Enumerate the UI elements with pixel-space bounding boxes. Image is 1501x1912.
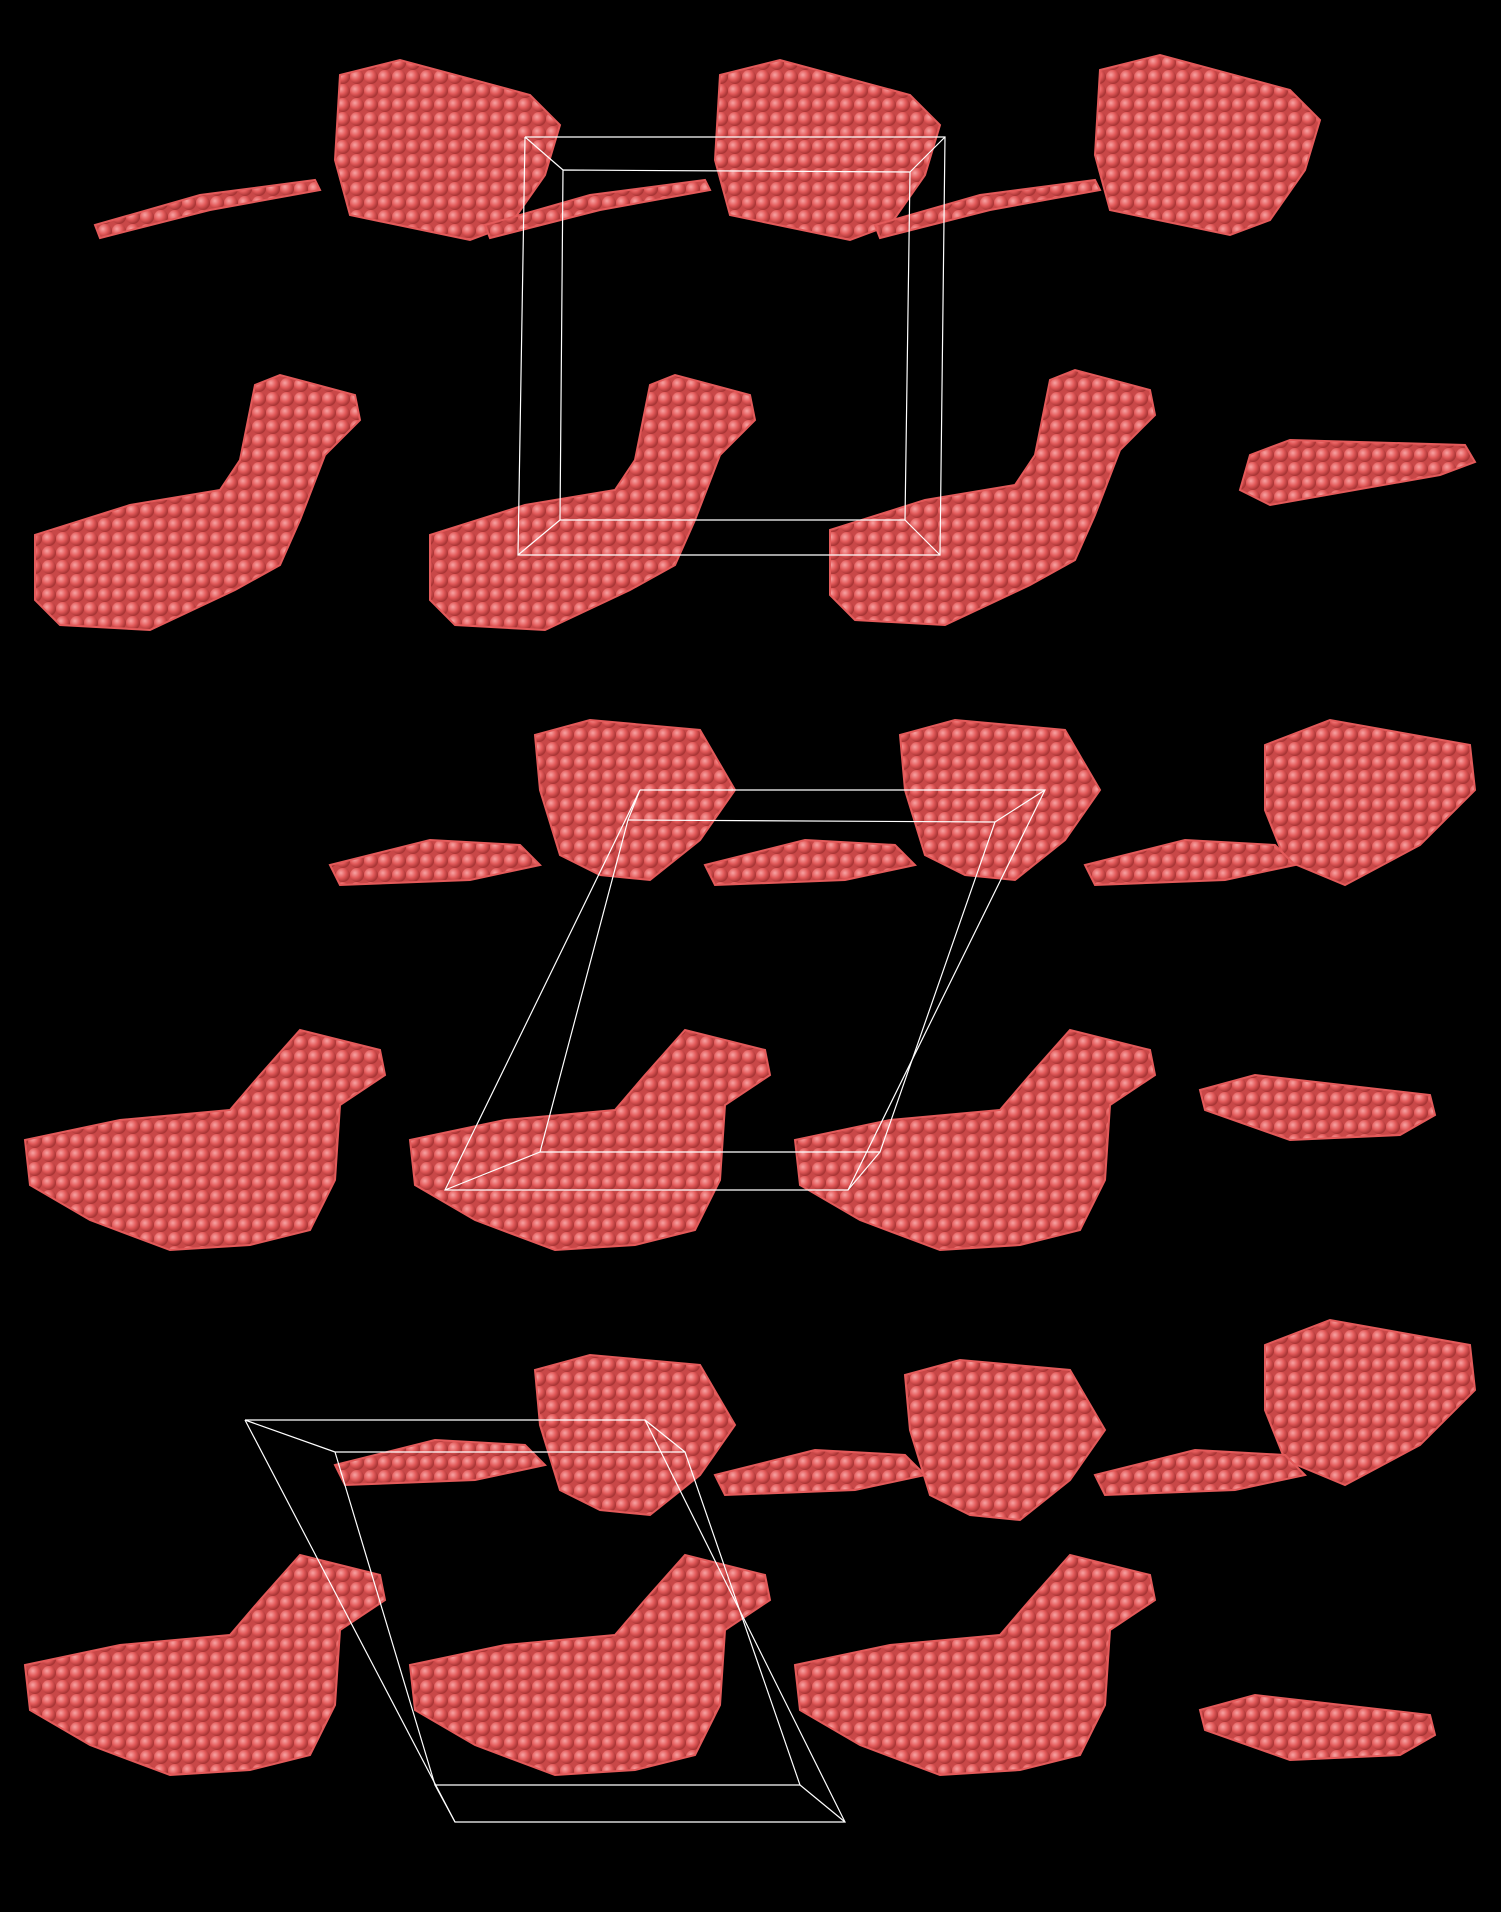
cluster-cube <box>1093 53 1322 237</box>
cluster-cube <box>898 718 1102 882</box>
cluster-boot <box>429 373 757 632</box>
unit-cell-edge <box>444 1151 541 1191</box>
cluster-rod <box>873 178 1102 240</box>
cluster-boot <box>408 1028 772 1252</box>
cluster-cube <box>533 1353 737 1517</box>
cluster-rod <box>713 1448 928 1497</box>
unit-cell-edge <box>847 1151 881 1191</box>
cluster-slab <box>1238 438 1477 507</box>
cluster-rod <box>328 838 543 887</box>
unit-cell-edge <box>524 136 564 171</box>
cluster-rod <box>93 178 322 240</box>
cluster-boot <box>793 1553 1157 1777</box>
cluster-rod <box>483 178 712 240</box>
cluster-cube <box>903 1358 1107 1522</box>
unit-cell-edge <box>994 789 1046 823</box>
unit-cell-edge <box>909 136 946 173</box>
cluster-stack <box>1264 718 1477 887</box>
cluster-cube <box>713 58 942 242</box>
cluster-slab <box>1198 1073 1437 1142</box>
atom-clusters <box>23 53 1477 1777</box>
unit-cell-edge <box>644 1419 686 1453</box>
cluster-cube <box>333 58 562 242</box>
cluster-boot <box>829 368 1157 627</box>
unit-cell-edge <box>627 789 641 821</box>
unit-cell-edge <box>517 519 561 556</box>
cluster-stack <box>1264 1318 1477 1487</box>
unit-cell-edge <box>799 1784 846 1823</box>
cluster-boot <box>23 1553 387 1777</box>
unit-cells <box>244 136 1046 1823</box>
cluster-rod <box>1093 1448 1308 1497</box>
unit-cell-edge <box>434 1784 456 1823</box>
unit-cell-edge <box>244 1419 336 1453</box>
cluster-boot <box>408 1553 772 1777</box>
cluster-rod <box>703 838 918 887</box>
cluster-boot <box>793 1028 1157 1252</box>
unit-cell-edge <box>904 519 941 556</box>
cluster-slab <box>1198 1693 1437 1762</box>
cluster-boot <box>23 1028 387 1252</box>
cluster-boot <box>34 373 362 632</box>
cluster-rod <box>1083 838 1298 887</box>
